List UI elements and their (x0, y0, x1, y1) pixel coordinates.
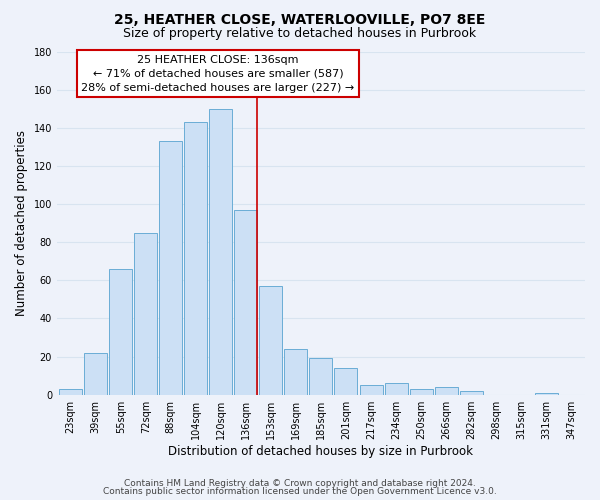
Text: Size of property relative to detached houses in Purbrook: Size of property relative to detached ho… (124, 28, 476, 40)
Bar (259, 286, 283, 395)
Bar (434, 387, 458, 394)
Bar (235, 210, 257, 394)
Bar (460, 391, 482, 394)
Text: 25 HEATHER CLOSE: 136sqm
← 71% of detached houses are smaller (587)
28% of semi-: 25 HEATHER CLOSE: 136sqm ← 71% of detach… (82, 55, 355, 93)
Bar (535, 393, 558, 394)
Text: 25, HEATHER CLOSE, WATERLOOVILLE, PO7 8EE: 25, HEATHER CLOSE, WATERLOOVILLE, PO7 8E… (115, 12, 485, 26)
Text: Contains HM Land Registry data © Crown copyright and database right 2024.: Contains HM Land Registry data © Crown c… (124, 478, 476, 488)
Bar (84, 353, 107, 395)
Bar (284, 349, 307, 395)
Bar (184, 122, 208, 394)
Bar (134, 232, 157, 394)
Y-axis label: Number of detached properties: Number of detached properties (15, 130, 28, 316)
Bar (359, 385, 383, 394)
Bar (385, 384, 407, 394)
X-axis label: Distribution of detached houses by size in Purbrook: Distribution of detached houses by size … (169, 444, 473, 458)
Bar (159, 141, 182, 395)
Bar (334, 368, 358, 394)
Bar (59, 389, 82, 394)
Bar (209, 108, 232, 395)
Text: Contains public sector information licensed under the Open Government Licence v3: Contains public sector information licen… (103, 487, 497, 496)
Bar (109, 269, 132, 394)
Bar (310, 358, 332, 394)
Bar (410, 389, 433, 394)
